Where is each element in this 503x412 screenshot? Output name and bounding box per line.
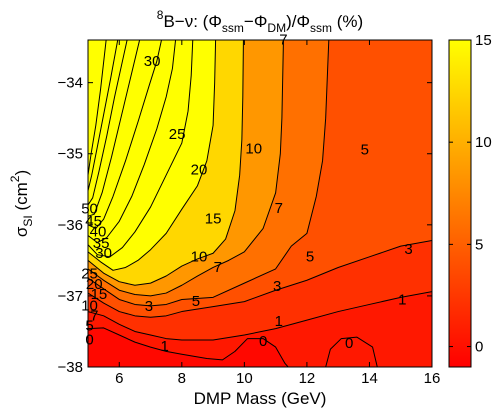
contour-label: 25 xyxy=(81,265,98,282)
contour-label: 5 xyxy=(85,317,93,334)
x-tick-label: 6 xyxy=(115,370,123,387)
y-axis-label: σSI (cm2) xyxy=(8,170,35,237)
title-segment: B−ν: (Φ xyxy=(163,12,221,31)
contour-label: 45 xyxy=(85,213,102,230)
title-segment: )/Φ xyxy=(286,12,310,31)
contour-line-1 xyxy=(88,291,432,341)
contour-label: 10 xyxy=(245,140,262,157)
contour-label: 30 xyxy=(95,245,112,262)
contour-line-0 xyxy=(325,336,378,367)
contour-line-50 xyxy=(88,40,107,176)
contour-label: 5 xyxy=(192,293,200,310)
title-segment: ) xyxy=(12,170,31,176)
contour-line-45 xyxy=(88,40,119,191)
plot-frame xyxy=(87,39,433,368)
contour-label: 5 xyxy=(306,248,314,265)
contour-label: 40 xyxy=(90,223,107,240)
title-segment: (%) xyxy=(332,12,363,31)
contour-label: 1 xyxy=(160,338,168,355)
contour-label: 0 xyxy=(259,333,267,350)
contour-label: 7 xyxy=(275,200,283,217)
contour-line-15 xyxy=(88,40,217,271)
x-tick-label: 10 xyxy=(236,370,253,387)
title-segment: σ xyxy=(12,226,31,237)
title-segment: SI xyxy=(21,215,35,226)
region-bump-0 xyxy=(325,337,378,367)
title-segment: 2 xyxy=(8,175,22,182)
contour-label: 3 xyxy=(145,298,153,315)
contour-label: 20 xyxy=(191,162,208,179)
title-segment: −Φ xyxy=(244,12,268,31)
colorbar-tick-label: 0 xyxy=(475,339,483,356)
title-segment: 8 xyxy=(157,8,164,22)
x-tick-label: 14 xyxy=(361,370,378,387)
y-tick-label: −34 xyxy=(58,75,83,92)
contour-line-30 xyxy=(88,40,162,229)
contour-label: 5 xyxy=(361,142,369,159)
contour-label: 35 xyxy=(93,235,110,252)
y-tick-label: −37 xyxy=(58,288,83,305)
x-tick-label: 16 xyxy=(424,370,441,387)
contour-label: 50 xyxy=(81,201,98,218)
colorbar-tick-label: 15 xyxy=(475,32,492,49)
y-tick-label: −38 xyxy=(58,359,83,376)
contour-line-20 xyxy=(88,40,194,258)
contour-label: 0 xyxy=(85,331,93,348)
x-tick-label: 12 xyxy=(299,370,316,387)
y-tick-label: −35 xyxy=(58,146,83,163)
contour-label: 7 xyxy=(214,259,222,276)
title-segment: (cm xyxy=(12,182,31,215)
contour-line-3 xyxy=(88,239,432,318)
contour-label: 10 xyxy=(191,248,208,265)
contour-line-5 xyxy=(88,40,330,307)
contour-line-7 xyxy=(88,40,284,297)
contour-label: 30 xyxy=(144,53,161,70)
contour-line-10 xyxy=(88,40,244,286)
contour-line-40 xyxy=(88,40,128,206)
chart-title: 8B−ν: (Φssm−ΦDM)/Φssm (%) xyxy=(157,8,363,35)
contour-label: 1 xyxy=(398,292,406,309)
contour-label: 3 xyxy=(273,278,281,295)
title-segment: ssm xyxy=(222,21,244,35)
contour-label: 0 xyxy=(345,335,353,352)
contour-label: 15 xyxy=(91,286,108,303)
region-above-50 xyxy=(88,40,107,176)
contour-line-35 xyxy=(88,40,141,217)
plot-area xyxy=(88,40,432,367)
contour-label: 3 xyxy=(404,241,412,258)
contour-label: 10 xyxy=(81,297,98,314)
contour-label: 1 xyxy=(275,313,283,330)
x-tick-label: 8 xyxy=(178,370,186,387)
contour-line-0 xyxy=(88,327,289,367)
contour-label: 7 xyxy=(90,307,98,324)
y-tick-label: −36 xyxy=(58,217,83,234)
title-segment: DM xyxy=(267,21,286,35)
title-segment: ssm xyxy=(310,21,332,35)
colorbar-tick-label: 5 xyxy=(475,236,483,253)
x-axis-label: DMP Mass (GeV) xyxy=(194,389,327,408)
contour-line-25 xyxy=(88,40,177,244)
colorbar xyxy=(448,39,472,368)
colorbar-tick-label: 10 xyxy=(475,134,492,151)
contour-label: 25 xyxy=(169,126,186,143)
contour-label: 15 xyxy=(205,211,222,228)
contour-label: 20 xyxy=(86,276,103,293)
